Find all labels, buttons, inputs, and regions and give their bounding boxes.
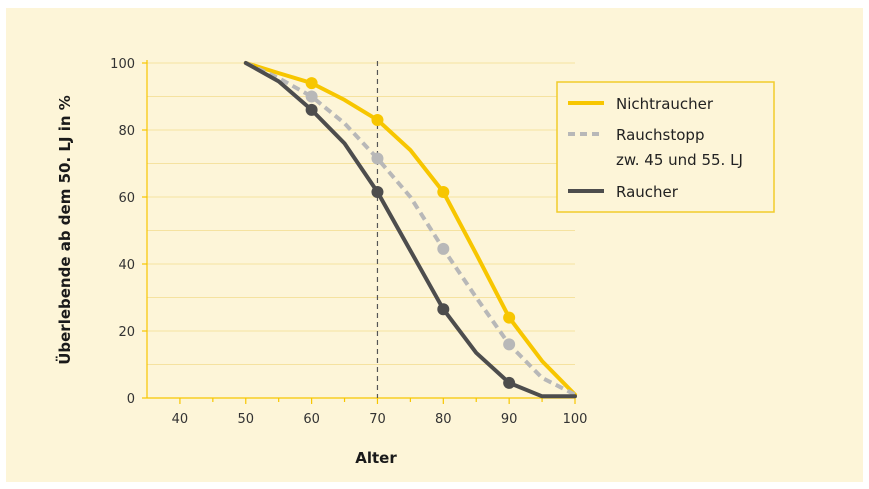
data-point-nichtraucher bbox=[437, 185, 450, 198]
tick-labels: 0 20 40 60 80 100 40 50 60 70 80 90 100 bbox=[110, 57, 587, 427]
y-tick-label: 0 bbox=[127, 392, 135, 407]
grid-lines bbox=[147, 62, 575, 365]
y-tick-label: 60 bbox=[118, 191, 135, 206]
data-point-nichtraucher bbox=[305, 77, 318, 90]
data-point-raucher bbox=[371, 185, 384, 198]
series-line-raucher bbox=[243, 61, 577, 399]
data-point-rauchstopp bbox=[371, 152, 384, 165]
x-tick-label: 70 bbox=[369, 412, 386, 427]
data-point-nichtraucher bbox=[503, 311, 516, 324]
data-point-rauchstopp bbox=[503, 338, 516, 351]
y-axis-title: Überlebende ab dem 50. LJ in % bbox=[55, 95, 74, 365]
data-point-raucher bbox=[437, 303, 450, 316]
series-lines bbox=[243, 61, 577, 399]
y-tick-label: 80 bbox=[118, 124, 135, 139]
axes bbox=[142, 60, 576, 404]
y-tick-label: 100 bbox=[110, 57, 135, 72]
data-point-nichtraucher bbox=[371, 113, 384, 126]
x-tick-label: 60 bbox=[303, 412, 320, 427]
legend-label-rauchstopp-line2: zw. 45 und 55. LJ bbox=[616, 151, 743, 169]
series-markers bbox=[305, 77, 516, 389]
x-axis-title: Alter bbox=[355, 449, 397, 467]
x-tick-label: 100 bbox=[563, 412, 588, 427]
legend: Nichtraucher Rauchstopp zw. 45 und 55. L… bbox=[556, 81, 775, 213]
x-tick-label: 40 bbox=[172, 412, 189, 427]
x-tick-label: 50 bbox=[237, 412, 254, 427]
series-line-nichtraucher bbox=[243, 61, 577, 397]
x-tick-label: 90 bbox=[501, 412, 518, 427]
legend-label-nichtraucher: Nichtraucher bbox=[616, 95, 714, 113]
x-tick-label: 80 bbox=[435, 412, 452, 427]
series-line-rauchstopp bbox=[244, 61, 576, 397]
y-tick-label: 20 bbox=[118, 325, 135, 340]
legend-label-rauchstopp-line1: Rauchstopp bbox=[616, 126, 704, 144]
data-point-raucher bbox=[305, 103, 318, 116]
data-point-rauchstopp bbox=[305, 90, 318, 103]
legend-label-raucher: Raucher bbox=[616, 183, 679, 201]
data-point-raucher bbox=[503, 376, 516, 389]
y-tick-label: 40 bbox=[118, 258, 135, 273]
data-point-rauchstopp bbox=[437, 242, 450, 255]
